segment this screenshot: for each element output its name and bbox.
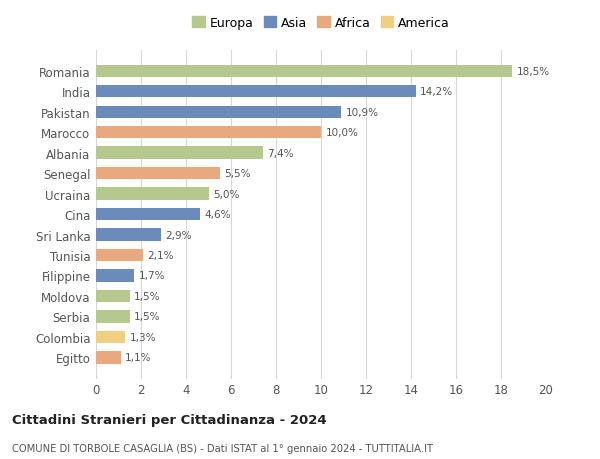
Text: 4,6%: 4,6% (204, 210, 230, 219)
Text: 7,4%: 7,4% (267, 148, 293, 158)
Text: 10,0%: 10,0% (325, 128, 358, 138)
Bar (96, 270, 134, 282)
Bar (96, 188, 209, 200)
Text: 1,5%: 1,5% (134, 312, 161, 322)
Text: 1,7%: 1,7% (139, 271, 165, 281)
Bar (96, 331, 125, 343)
Bar (96, 106, 341, 118)
Text: 1,5%: 1,5% (134, 291, 161, 301)
Text: 5,5%: 5,5% (224, 169, 251, 179)
Text: 18,5%: 18,5% (517, 67, 550, 77)
Bar (96, 168, 220, 180)
Text: 2,9%: 2,9% (166, 230, 192, 240)
Bar (96, 86, 415, 98)
Bar (96, 249, 143, 262)
Text: Cittadini Stranieri per Cittadinanza - 2024: Cittadini Stranieri per Cittadinanza - 2… (12, 413, 326, 426)
Bar (96, 65, 512, 78)
Text: 10,9%: 10,9% (346, 107, 379, 118)
Text: 14,2%: 14,2% (420, 87, 453, 97)
Text: 1,3%: 1,3% (130, 332, 156, 342)
Bar (96, 229, 161, 241)
Legend: Europa, Asia, Africa, America: Europa, Asia, Africa, America (190, 14, 452, 32)
Bar (96, 311, 130, 323)
Bar (96, 147, 263, 159)
Text: 1,1%: 1,1% (125, 353, 152, 363)
Bar (96, 208, 199, 221)
Bar (96, 290, 130, 302)
Text: 5,0%: 5,0% (213, 189, 239, 199)
Bar (96, 127, 321, 139)
Bar (96, 352, 121, 364)
Text: 2,1%: 2,1% (148, 251, 174, 260)
Text: COMUNE DI TORBOLE CASAGLIA (BS) - Dati ISTAT al 1° gennaio 2024 - TUTTITALIA.IT: COMUNE DI TORBOLE CASAGLIA (BS) - Dati I… (12, 443, 433, 453)
